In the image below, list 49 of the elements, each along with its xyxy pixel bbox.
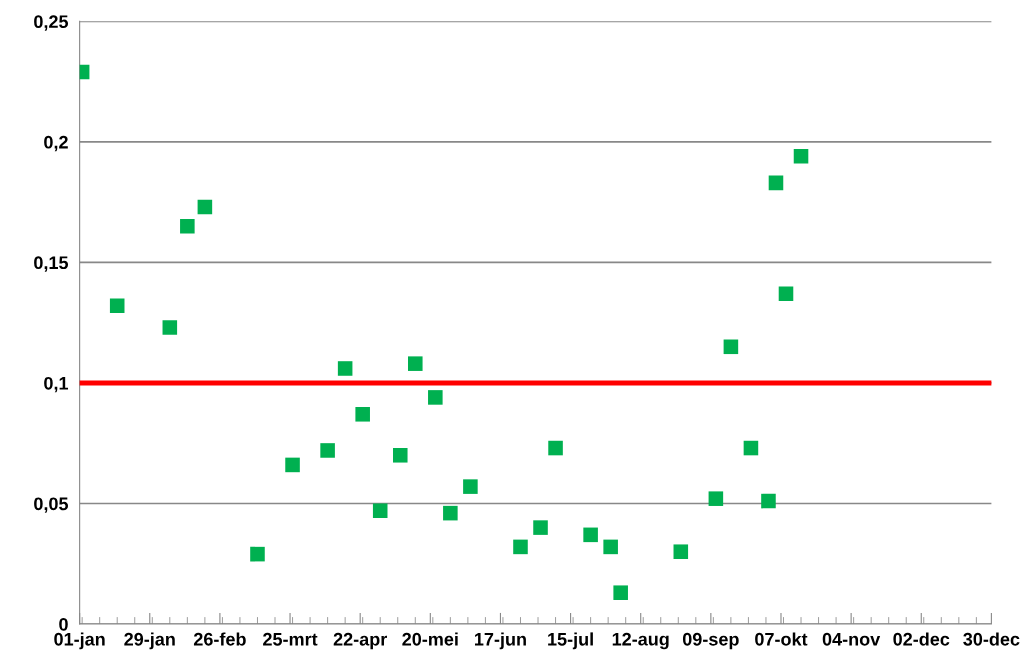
point	[603, 539, 618, 555]
point	[250, 546, 265, 562]
x-tick-label: 20-mei	[402, 632, 458, 646]
point	[408, 356, 423, 371]
x-tick-label: 01-jan	[54, 632, 105, 650]
point	[285, 457, 300, 473]
x-tick-label: 09-sep	[682, 632, 739, 650]
x-tick-label: 12-aug	[612, 632, 669, 650]
point	[109, 298, 125, 314]
y-tick-label: 0,1	[44, 376, 69, 393]
point	[337, 361, 353, 376]
point	[583, 527, 598, 543]
point	[768, 175, 784, 191]
point	[533, 520, 548, 535]
point	[355, 407, 370, 422]
point	[793, 149, 809, 164]
point	[548, 440, 563, 456]
point	[320, 443, 335, 458]
x-tick-label: 17-jun	[475, 632, 526, 650]
point	[613, 585, 628, 600]
x-tick-label: 02-dec	[893, 632, 950, 646]
point	[513, 539, 528, 555]
y-tick-label: 0,25	[34, 15, 69, 31]
x-tick-label: 22-apr	[333, 632, 387, 650]
point	[392, 447, 408, 463]
point	[372, 503, 388, 519]
point	[197, 199, 213, 215]
point	[463, 479, 478, 494]
x-tick-label: 30-dec	[963, 632, 1020, 646]
point	[443, 505, 458, 521]
y-tick-label: 0,05	[34, 497, 69, 513]
point	[708, 491, 724, 506]
point	[673, 544, 689, 559]
x-tick-label: 07-okt	[755, 632, 808, 646]
x-tick-label: 15-jul	[548, 632, 593, 650]
x-tick-label: 25-mrt	[263, 632, 318, 646]
point	[723, 339, 739, 355]
y-tick-label: 0,2	[44, 135, 68, 152]
x-tick-label: 04-nov	[822, 632, 881, 646]
point	[428, 390, 443, 405]
y-tick-label: 0	[59, 617, 68, 631]
y-tick-label: 0,15	[34, 256, 69, 272]
point	[162, 320, 178, 335]
point	[761, 493, 776, 509]
point	[743, 440, 759, 456]
x-tick-label: 26-feb	[193, 632, 246, 646]
point	[778, 286, 794, 302]
point	[180, 218, 195, 234]
x-tick-label: 29-jan	[124, 632, 175, 650]
